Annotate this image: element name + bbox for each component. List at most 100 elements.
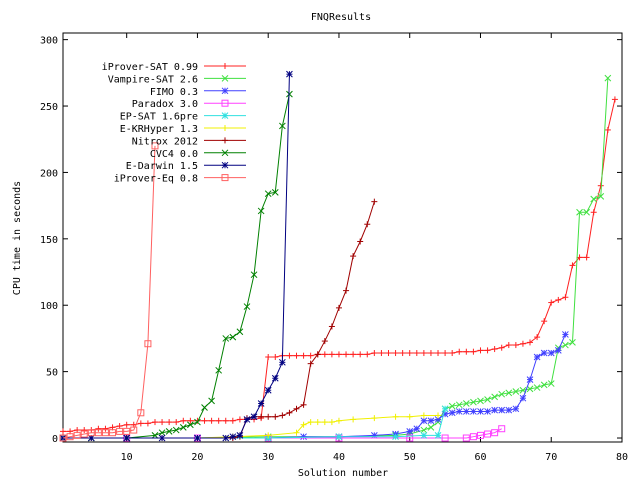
data-point (512, 405, 520, 413)
data-point (491, 393, 498, 401)
data-point (455, 408, 463, 415)
chart-title: FNQResults (311, 12, 371, 23)
y-tick-label: 250 (40, 102, 58, 113)
data-point (406, 428, 414, 435)
data-point (221, 75, 229, 82)
data-point (151, 142, 159, 150)
data-point (221, 149, 229, 157)
data-point (101, 429, 109, 437)
x-tick-label: 60 (474, 452, 486, 463)
series-6 (60, 198, 378, 442)
legend-label: iProver-Eq 0.8 (114, 174, 198, 185)
data-point (484, 430, 492, 438)
data-point (406, 434, 414, 442)
data-point (526, 385, 534, 393)
data-point (420, 432, 428, 439)
data-point (469, 433, 477, 441)
data-point (137, 409, 145, 417)
data-point (194, 418, 201, 426)
series-line (63, 78, 609, 439)
data-point (519, 386, 527, 394)
data-point (533, 384, 541, 391)
x-tick-label: 30 (262, 452, 274, 463)
data-point (498, 390, 506, 398)
data-point (512, 388, 520, 395)
data-point (187, 421, 194, 429)
legend-label: E-Darwin 1.5 (126, 161, 198, 172)
data-point (491, 406, 498, 414)
data-point (279, 358, 286, 366)
data-point (229, 433, 237, 441)
data-point (547, 380, 555, 387)
y-axis-label: CPU time in seconds (12, 181, 23, 295)
data-point (562, 341, 569, 349)
data-point (221, 174, 229, 182)
data-point (221, 112, 229, 119)
x-tick-label: 10 (121, 452, 133, 463)
data-point (427, 424, 435, 431)
x-tick-label: 20 (191, 452, 203, 463)
data-point (590, 195, 598, 203)
series-0 (60, 96, 618, 435)
data-point (221, 161, 229, 169)
data-point (250, 413, 258, 421)
legend-label: E-KRHyper 1.3 (120, 124, 198, 135)
data-point (236, 328, 244, 336)
data-point (130, 426, 138, 434)
y-tick-label: 50 (46, 368, 58, 379)
data-point (554, 347, 562, 354)
data-point (286, 70, 293, 78)
x-axis-label: Solution number (298, 468, 388, 479)
series-9 (59, 142, 159, 442)
data-point (441, 405, 449, 413)
data-point (194, 434, 201, 442)
data-point (116, 427, 124, 435)
data-point (476, 431, 484, 439)
data-point (80, 430, 88, 438)
data-point (300, 433, 307, 441)
data-point (221, 99, 229, 107)
data-point (257, 400, 265, 407)
data-point (505, 389, 513, 397)
data-point (87, 429, 95, 437)
data-point (257, 207, 265, 215)
data-point (562, 331, 569, 338)
data-point (144, 340, 152, 348)
data-point (448, 409, 456, 417)
data-point (264, 386, 272, 394)
data-point (158, 434, 166, 442)
data-point (109, 429, 117, 437)
data-point (172, 426, 180, 434)
series-8 (59, 70, 293, 442)
data-point (604, 74, 612, 82)
data-point (519, 394, 527, 402)
data-point (477, 397, 484, 405)
data-point (448, 402, 456, 410)
data-point (94, 429, 102, 437)
x-tick-label: 70 (545, 452, 557, 463)
data-point (427, 417, 435, 425)
data-point (123, 434, 131, 442)
data-point (540, 349, 548, 357)
legend-label: Paradox 3.0 (132, 99, 198, 110)
data-point (165, 428, 173, 435)
data-point (470, 408, 477, 415)
data-point (470, 398, 477, 406)
series-layer (59, 70, 618, 442)
data-point (229, 333, 237, 341)
legend-label: Vampire-SAT 2.6 (108, 74, 198, 85)
legend-label: EP-SAT 1.6pre (120, 112, 198, 123)
data-point (455, 401, 463, 409)
data-point (540, 381, 548, 389)
data-point (462, 408, 470, 415)
data-point (569, 339, 576, 346)
data-point (59, 434, 67, 442)
data-point (413, 425, 421, 433)
y-tick-label: 100 (40, 301, 58, 312)
data-point (151, 432, 159, 439)
data-point (498, 406, 506, 414)
data-point (441, 434, 449, 442)
data-point (420, 426, 428, 434)
